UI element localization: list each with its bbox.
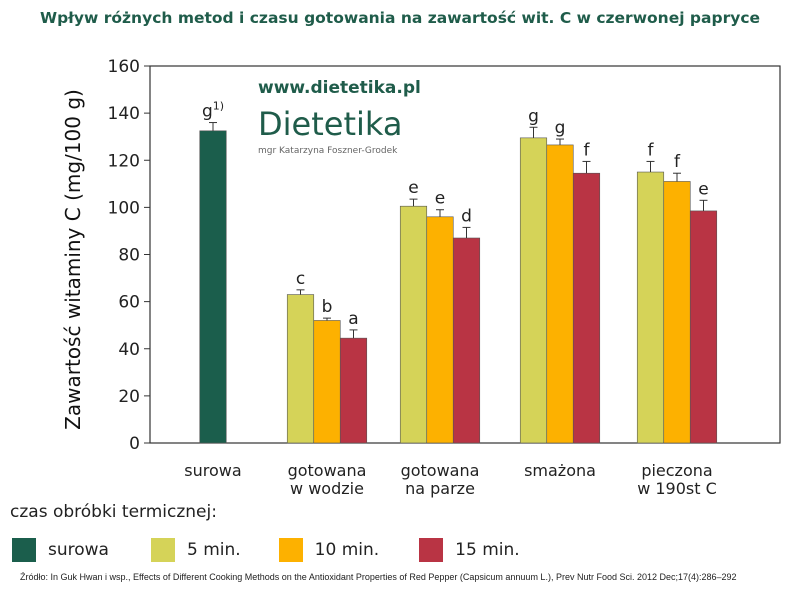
x-tick-label: na parze	[405, 479, 475, 498]
x-tick-label: pieczona	[641, 461, 712, 480]
significance-label: c	[296, 269, 305, 289]
legend-label: surowa	[48, 540, 109, 560]
significance-label: a	[348, 309, 358, 329]
bar	[572, 172, 601, 444]
legend-item: 15 min.	[419, 538, 520, 562]
y-tick-label: 20	[118, 387, 140, 407]
legend-label: 15 min.	[455, 540, 520, 560]
legend-label: 5 min.	[186, 540, 241, 560]
significance-label: g	[555, 118, 566, 138]
y-tick-label: 60	[118, 293, 140, 313]
legend-swatch	[278, 538, 303, 562]
y-tick-label: 140	[108, 104, 140, 124]
significance-label: e	[435, 189, 445, 209]
legend-label: 10 min.	[314, 540, 380, 560]
legend-swatch	[12, 538, 36, 562]
x-tick-label: gotowana	[288, 461, 367, 480]
y-tick-label: 160	[108, 57, 140, 77]
bar	[689, 210, 718, 444]
bar	[286, 294, 315, 444]
significance-label: d	[461, 206, 472, 226]
significance-label: f	[648, 140, 655, 160]
bar	[426, 216, 454, 444]
significance-label: e	[698, 179, 708, 199]
significance-label: b	[322, 297, 333, 317]
x-tick-label: gotowana	[401, 461, 480, 480]
y-tick-label: 100	[108, 198, 140, 218]
footnote-mark: 1)	[213, 100, 224, 113]
x-tick-label: surowa	[184, 461, 241, 480]
source-note: Źródło: In Guk Hwan i wsp., Effects of D…	[20, 572, 737, 582]
bar	[546, 144, 574, 444]
legend: surowa 5 min. 10 min. 15 min.	[12, 538, 520, 562]
y-tick-label: 0	[129, 434, 140, 454]
significance-label: f	[584, 140, 591, 160]
legend-swatch	[419, 538, 444, 562]
y-tick-label: 40	[118, 340, 140, 360]
bar	[199, 130, 227, 444]
legend-item: 5 min.	[150, 538, 241, 562]
bar	[663, 181, 691, 444]
significance-label: g1)	[202, 100, 224, 122]
legend-item: 10 min.	[278, 538, 380, 562]
bar	[313, 320, 341, 444]
y-tick-label: 120	[108, 151, 140, 171]
bar	[452, 237, 481, 444]
watermark-author: mgr Katarzyna Foszner-Grodek	[258, 146, 398, 156]
legend-title: czas obróbki termicznej:	[10, 502, 217, 522]
x-tick-label: smażona	[524, 461, 596, 480]
x-tick-label: w 190st C	[637, 479, 717, 498]
bar	[636, 171, 665, 444]
watermark-url: www.dietetika.pl	[258, 78, 421, 98]
bar	[519, 137, 548, 444]
watermark-logo: Dietetika	[258, 105, 403, 143]
legend-swatch	[150, 538, 175, 562]
bar	[339, 337, 368, 444]
legend-item: surowa	[12, 538, 109, 562]
y-axis-label: Zawartość witaminy C (mg/100 g)	[61, 89, 85, 430]
bar	[399, 205, 428, 444]
significance-label: e	[408, 178, 418, 198]
chart-title: Wpływ różnych metod i czasu gotowania na…	[39, 9, 761, 27]
x-tick-label: w wodzie	[290, 479, 364, 498]
y-tick-label: 80	[118, 246, 140, 266]
significance-label: g	[528, 106, 539, 126]
significance-label: f	[674, 152, 681, 172]
